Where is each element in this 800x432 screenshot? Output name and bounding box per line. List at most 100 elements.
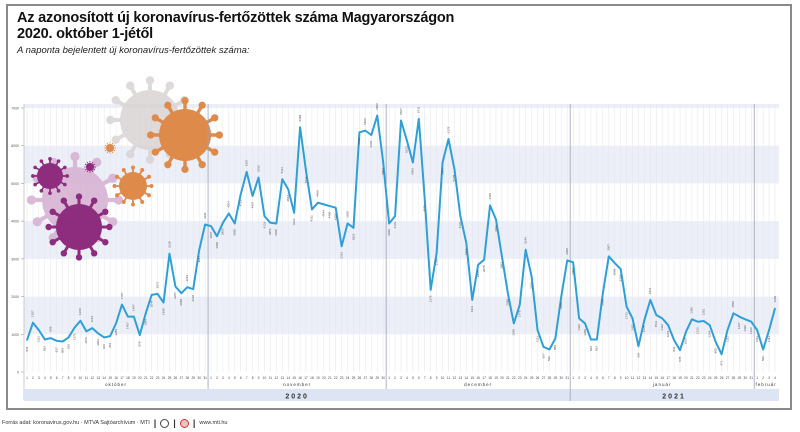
virus-spike-tip	[94, 169, 96, 171]
data-point	[151, 294, 153, 296]
virus-spike-tip	[63, 182, 67, 187]
data-label: 5156	[256, 165, 260, 172]
virus-spike-tip	[60, 250, 68, 257]
data-point	[162, 302, 165, 304]
virus-spike-tip	[211, 114, 219, 122]
day-tick-label: 19	[494, 376, 498, 380]
day-tick-label: 4	[590, 376, 592, 380]
data-label: 1173	[72, 333, 76, 340]
virus-spike-tip	[164, 101, 172, 109]
virus-spike-tip	[121, 168, 126, 172]
virus-body	[86, 163, 94, 171]
virus-spike-tip	[147, 131, 155, 139]
day-tick-label: 9	[74, 376, 76, 380]
data-label: 6284	[369, 140, 373, 147]
day-tick-label: 23	[156, 376, 160, 380]
virus-spike-tip	[75, 193, 83, 200]
virus-spike-tip	[92, 171, 94, 173]
data-point	[281, 178, 283, 180]
day-tick-label: 24	[708, 376, 712, 380]
day-tick-label: 18	[310, 376, 314, 380]
virus-spike-tip	[56, 159, 61, 163]
data-label: 1689	[773, 296, 777, 303]
virus-body	[119, 172, 147, 200]
day-tick-label: 26	[174, 376, 178, 380]
data-point	[305, 170, 307, 172]
virus-spike-tip	[94, 163, 96, 165]
day-tick-label: 16	[114, 376, 118, 380]
data-point	[655, 314, 657, 316]
data-label: 3067	[607, 244, 611, 251]
data-label: 6489	[298, 115, 302, 122]
data-label: 862	[595, 346, 599, 351]
day-tick-label: 23	[518, 376, 522, 380]
virus-spike-tip	[84, 169, 86, 171]
day-tick-label: 25	[714, 376, 718, 380]
day-tick-label: 29	[554, 376, 558, 380]
grid-band	[24, 221, 779, 259]
data-point	[661, 317, 663, 319]
data-label: 6667	[399, 108, 403, 115]
data-label: 2178	[428, 295, 432, 302]
data-label: 4418	[488, 193, 492, 200]
virus-orange-tiny-icon	[104, 142, 116, 154]
data-label: 1378	[642, 325, 646, 332]
day-tick-label: 13	[459, 376, 463, 380]
virus-spike-tip	[90, 197, 98, 204]
data-point	[673, 339, 675, 341]
data-label: 4133	[393, 221, 397, 228]
day-tick-label: 12	[91, 376, 95, 380]
data-label: 684	[636, 352, 640, 357]
y-tick-label: 6000	[11, 144, 19, 148]
day-tick-label: 9	[620, 376, 622, 380]
data-label: 1111	[37, 336, 41, 342]
day-tick-label: 1	[388, 376, 390, 380]
data-label: 4133	[458, 221, 462, 228]
data-label: 596	[547, 356, 551, 361]
y-tick-label: 3000	[11, 257, 19, 261]
day-tick-label: 2	[578, 376, 580, 380]
data-point	[38, 329, 40, 331]
day-tick-label: 18	[126, 376, 130, 380]
day-tick-label: 3	[38, 376, 40, 380]
data-label: 1351	[702, 308, 706, 315]
virus-spike-tip	[33, 165, 37, 170]
virus-spike-tip	[147, 193, 151, 198]
separator: |	[153, 418, 157, 428]
day-tick-label: 15	[654, 376, 658, 380]
data-point	[358, 131, 361, 133]
day-tick-label: 9	[258, 376, 260, 380]
data-point	[596, 338, 598, 341]
virus-spike-tip	[63, 165, 67, 170]
day-tick-label: 15	[292, 376, 296, 380]
data-point	[525, 249, 527, 251]
data-label: 3244	[523, 237, 527, 244]
day-tick-label: 12	[453, 376, 457, 380]
data-label: 5556	[411, 168, 415, 175]
data-label: 6133	[405, 146, 409, 153]
day-tick-label: 14	[286, 376, 290, 380]
virus-spike-tip	[151, 114, 159, 122]
data-label: 1911	[470, 305, 474, 312]
day-tick-label: 12	[275, 376, 279, 380]
data-point	[424, 198, 426, 200]
virus-spike-tip	[84, 163, 86, 165]
virus-spike-tip	[86, 171, 88, 173]
day-tick-label: 1	[26, 376, 28, 380]
mti-logo-icon	[160, 418, 170, 428]
data-point	[643, 319, 645, 321]
day-tick-label: 13	[280, 376, 284, 380]
data-point	[251, 195, 254, 197]
day-tick-label: 11	[447, 376, 451, 380]
data-label: 978	[138, 341, 142, 346]
virus-spike-tip	[126, 150, 135, 159]
day-tick-label: 16	[476, 376, 480, 380]
day-tick-label: 31	[203, 376, 207, 380]
data-label: 5111	[280, 167, 284, 174]
data-label: 471	[719, 360, 723, 365]
virus-spike-tip	[181, 165, 189, 173]
data-point	[774, 307, 776, 309]
data-label: 1733	[624, 312, 628, 319]
data-label: 1422	[630, 324, 634, 331]
day-tick-label: 16	[660, 376, 664, 380]
